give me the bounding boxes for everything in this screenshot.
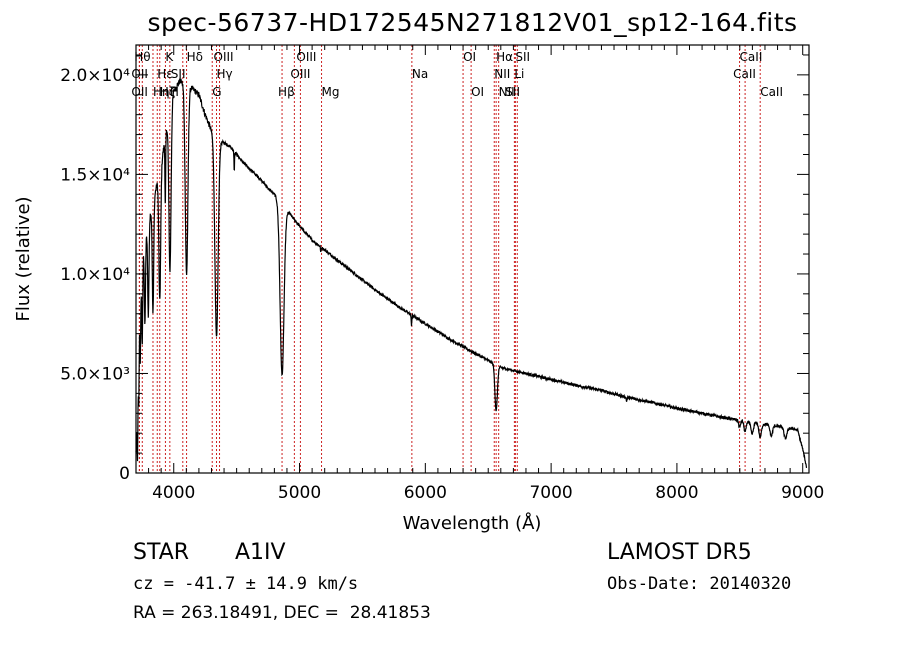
y-tick-label: 1.0×10⁴ [60, 265, 130, 285]
ra-dec-coordinates: RA = 263.18491, DEC = 28.41853 [133, 603, 431, 623]
line-label: NII [499, 85, 515, 99]
line-label: CaII [740, 50, 763, 64]
line-label: Hδ [187, 50, 203, 64]
y-tick-label: 1.5×10⁴ [60, 165, 130, 185]
x-tick-label: 4000 [152, 483, 195, 503]
line-label: SII [505, 85, 520, 99]
y-axis: 0 5.0×10³ 1.0×10⁴ 1.5×10⁴ 2.0×10⁴ [60, 54, 809, 484]
object-class: STAR [133, 540, 190, 565]
chart-title: spec-56737-HD172545N271812V01_sp12-164.f… [147, 8, 798, 37]
line-label: CaII [733, 67, 756, 81]
x-tick-label: 7000 [529, 483, 572, 503]
spectrum-series-line [135, 77, 808, 468]
line-label: Hγ [217, 67, 233, 81]
line-label: OI [471, 85, 484, 99]
y-tick-label: 2.0×10⁴ [60, 66, 130, 86]
line-label: OI [463, 50, 476, 64]
object-subclass: A1IV [235, 540, 286, 565]
line-label: Hζ [160, 85, 176, 99]
line-label: Hβ [278, 85, 295, 99]
line-label: OII [131, 85, 148, 99]
y-tick-label: 0 [119, 464, 130, 484]
line-label: Hη [153, 85, 170, 99]
spectral-line-markers [138, 45, 761, 473]
x-axis-label: Wavelength (Å) [403, 512, 542, 534]
line-label: Mg [322, 85, 340, 99]
survey-name: LAMOST DR5 [607, 540, 752, 565]
line-label: Hα [496, 50, 513, 64]
x-tick-label: 8000 [655, 483, 698, 503]
line-label: OIII [214, 50, 234, 64]
redshift-velocity: cz = -41.7 ± 14.9 km/s [133, 574, 359, 594]
line-label: Na [412, 67, 428, 81]
line-label: G [212, 85, 221, 99]
line-label: H [170, 85, 179, 99]
line-label: K [165, 50, 174, 64]
line-label: OII [131, 67, 148, 81]
line-label: NII [494, 67, 510, 81]
line-label: SII [171, 67, 186, 81]
x-axis: 4000 5000 6000 7000 8000 9000 [135, 45, 824, 503]
y-tick-label: 5.0×10³ [60, 364, 130, 384]
plot-frame [135, 44, 810, 474]
line-label: OIII [296, 50, 316, 64]
line-label: Li [514, 67, 524, 81]
x-tick-label: 6000 [404, 483, 447, 503]
x-tick-label: 9000 [781, 483, 824, 503]
line-label: CaII [760, 85, 783, 99]
line-label: SII [515, 50, 530, 64]
y-axis-label: Flux (relative) [13, 196, 34, 321]
observation-date: Obs-Date: 20140320 [607, 574, 792, 594]
line-label: Hθ [134, 50, 150, 64]
x-tick-label: 5000 [278, 483, 321, 503]
line-label: Hε [157, 67, 173, 81]
line-label: OIII [290, 67, 310, 81]
